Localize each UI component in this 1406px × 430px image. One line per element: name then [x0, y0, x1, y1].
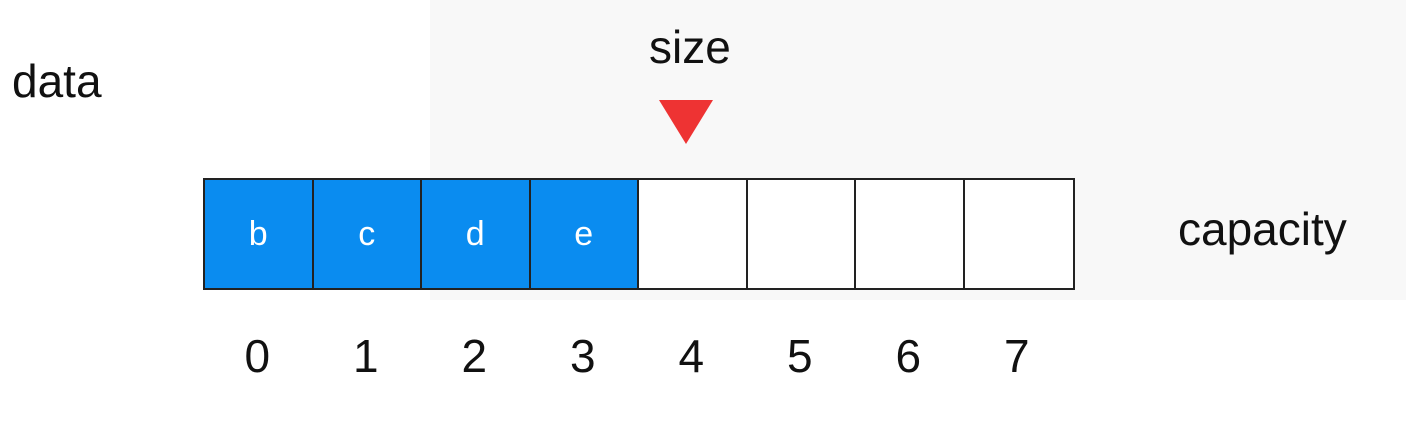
- index-label-6: 6: [895, 330, 922, 382]
- index-label-3: 3: [569, 330, 596, 382]
- size-label: size: [649, 21, 731, 73]
- array-cell-1: c: [313, 180, 422, 288]
- array-cell-7: [964, 180, 1073, 288]
- index-label-1: 1: [352, 330, 379, 382]
- array-cell-6: [856, 180, 965, 288]
- array-cell-0: b: [205, 180, 314, 288]
- size-pointer-triangle: [659, 100, 713, 144]
- array-cell-4: [639, 180, 748, 288]
- index-label-2: 2: [461, 330, 488, 382]
- array-cell-2: d: [422, 180, 531, 288]
- array-cell-3: e: [530, 180, 639, 288]
- index-row: 0 1 2 3 4 5 6 7: [203, 333, 1071, 379]
- index-label-5: 5: [786, 330, 813, 382]
- capacity-label: capacity: [1178, 203, 1347, 255]
- data-label: data: [12, 55, 102, 107]
- array-cell-5: [747, 180, 856, 288]
- index-label-7: 7: [1003, 330, 1030, 382]
- index-label-0: 0: [244, 330, 271, 382]
- array-container: b c d e: [203, 178, 1075, 290]
- index-label-4: 4: [678, 330, 705, 382]
